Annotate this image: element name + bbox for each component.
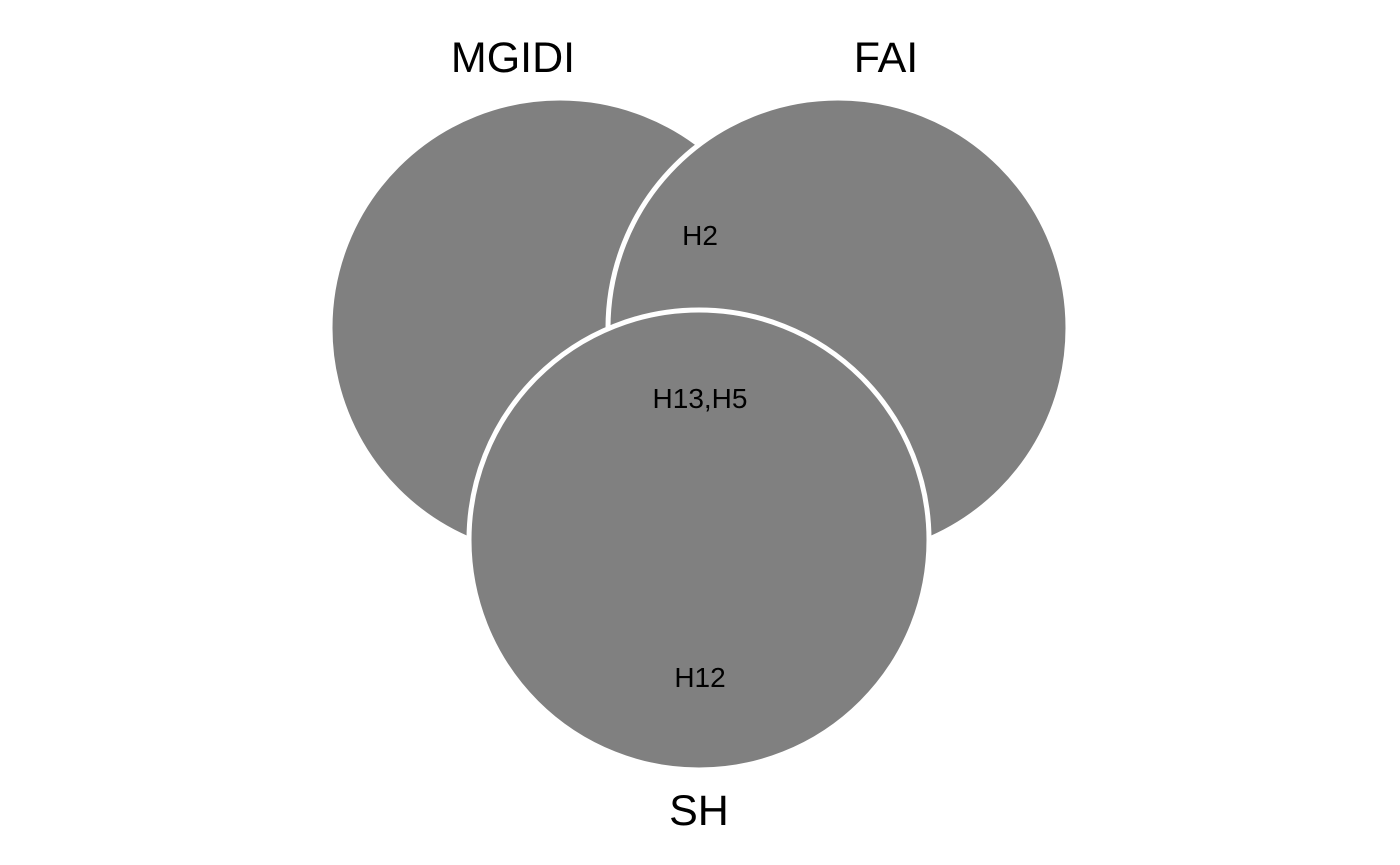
region-label-fai-sh: H2	[682, 220, 718, 251]
set-label-sh: SH	[669, 787, 729, 835]
set-label-fai: FAI	[854, 34, 919, 82]
set-label-mgidi: MGIDI	[451, 34, 575, 82]
region-label-mgidi-fai-sh: H13,H5	[653, 383, 748, 414]
circle-sh	[466, 307, 932, 773]
region-label-sh-only: H12	[674, 662, 725, 693]
